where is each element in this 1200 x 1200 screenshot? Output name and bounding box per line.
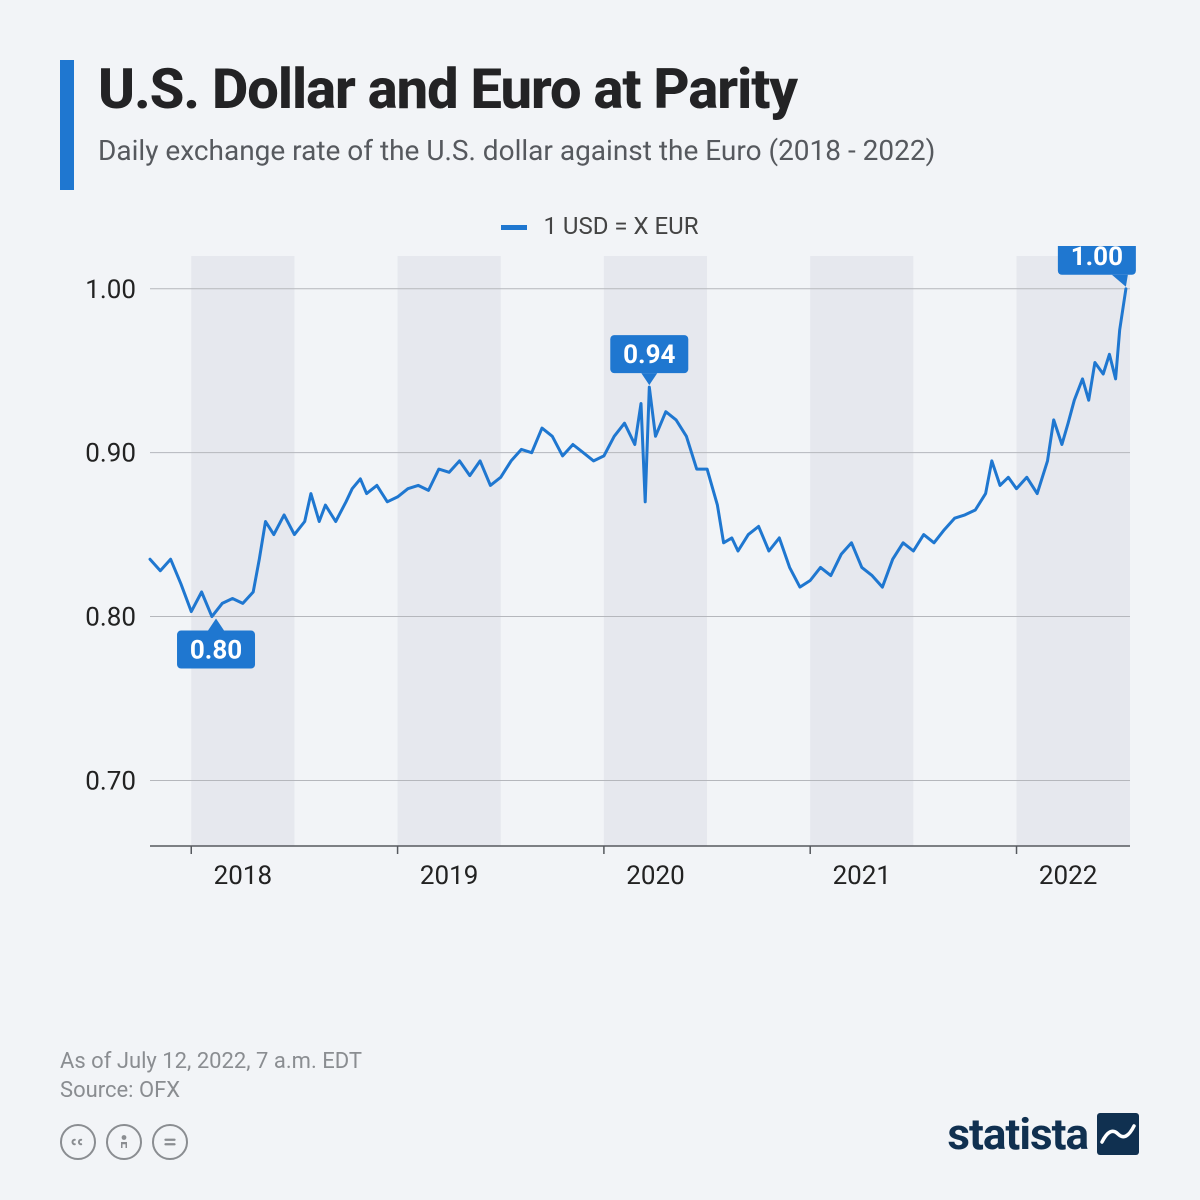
svg-text:1.00: 1.00 [85, 275, 136, 305]
svg-text:0.80: 0.80 [190, 636, 242, 666]
asof-text: As of July 12, 2022, 7 a.m. EDT [60, 1047, 362, 1077]
by-icon [106, 1124, 142, 1160]
header-text: U.S. Dollar and Euro at Parity Daily exc… [98, 60, 935, 168]
page-title: U.S. Dollar and Euro at Parity [98, 60, 935, 119]
nd-icon [152, 1124, 188, 1160]
legend-label: 1 USD = X EUR [543, 212, 698, 240]
footer: As of July 12, 2022, 7 a.m. EDT Source: … [60, 1047, 1140, 1160]
page-subtitle: Daily exchange rate of the U.S. dollar a… [98, 133, 935, 168]
brand-logo: statista [947, 1108, 1140, 1160]
svg-text:2021: 2021 [833, 861, 891, 891]
svg-text:2020: 2020 [626, 861, 684, 891]
footer-left: As of July 12, 2022, 7 a.m. EDT Source: … [60, 1047, 362, 1160]
chart-area: 0.70 0.80 0.90 1.00 2018 2019 2020 2021 2022 0.80… [60, 246, 1140, 906]
svg-text:2022: 2022 [1039, 861, 1097, 891]
line-chart: 0.70 0.80 0.90 1.00 2018 2019 2020 2021 2022 0.80… [60, 246, 1140, 906]
svg-text:0.90: 0.90 [85, 439, 136, 469]
brand-text: statista [947, 1108, 1088, 1160]
svg-text:0.94: 0.94 [623, 340, 675, 370]
svg-text:0.80: 0.80 [85, 603, 136, 633]
source-text: Source: OFX [60, 1076, 362, 1106]
header: U.S. Dollar and Euro at Parity Daily exc… [60, 60, 1140, 190]
chart-legend: 1 USD = X EUR [60, 212, 1140, 240]
svg-text:1.00: 1.00 [1071, 246, 1123, 272]
svg-text:2018: 2018 [214, 861, 272, 891]
legend-swatch [501, 225, 527, 230]
license-icons [60, 1124, 362, 1160]
svg-text:2019: 2019 [420, 861, 478, 891]
accent-bar [60, 60, 74, 190]
cc-icon [60, 1124, 96, 1160]
brand-wave-icon [1096, 1112, 1140, 1156]
svg-text:0.70: 0.70 [85, 766, 136, 796]
